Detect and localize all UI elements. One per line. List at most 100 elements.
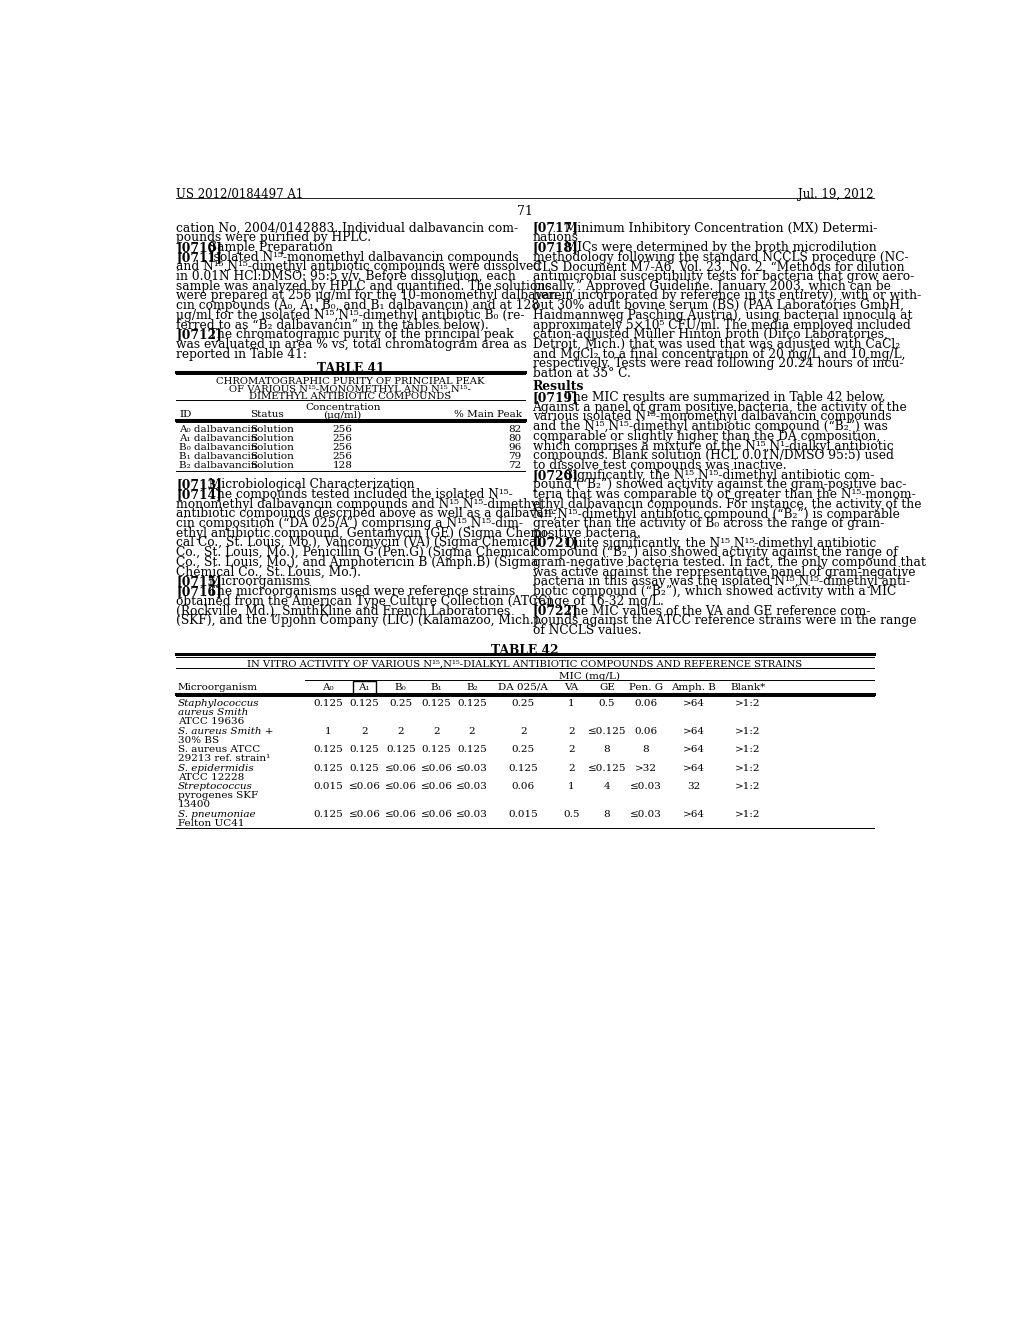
Text: 0.125: 0.125 (458, 746, 487, 754)
Text: Haidmannweg Pasching Austria), using bacterial innocula at: Haidmannweg Pasching Austria), using bac… (532, 309, 912, 322)
Text: ferred to as “B₂ dalbavancin” in the tables below).: ferred to as “B₂ dalbavancin” in the tab… (176, 318, 488, 331)
Text: 256: 256 (333, 453, 352, 462)
Text: B₁ dalbavancin: B₁ dalbavancin (179, 453, 258, 462)
Text: Co., St. Louis, Mo.), Penicillin G (Pen.G) (Sigma Chemical: Co., St. Louis, Mo.), Penicillin G (Pen.… (176, 546, 535, 560)
Text: 8: 8 (603, 810, 610, 818)
Text: ≤0.06: ≤0.06 (385, 783, 417, 791)
Text: methodology following the standard NCCLS procedure (NC-: methodology following the standard NCCLS… (532, 251, 908, 264)
Text: DIMETHYL ANTIBIOTIC COMPOUNDS: DIMETHYL ANTIBIOTIC COMPOUNDS (250, 392, 452, 401)
Text: 0.125: 0.125 (313, 810, 343, 818)
Text: S. epidermidis: S. epidermidis (177, 764, 253, 772)
Text: >64: >64 (683, 764, 705, 772)
Text: (Rockville, Md.), SmithKline and French Laboratories: (Rockville, Md.), SmithKline and French … (176, 605, 510, 618)
Text: 0.125: 0.125 (386, 746, 416, 754)
Text: 0.125: 0.125 (422, 700, 452, 708)
Text: cal Co., St. Louis, Mo.), Vancomycin (VA) (Sigma Chemical: cal Co., St. Louis, Mo.), Vancomycin (VA… (176, 536, 541, 549)
Text: Solution: Solution (250, 434, 294, 444)
Text: CLS Document M7-A6, Vol. 23, No. 2, “Methods for dilution: CLS Document M7-A6, Vol. 23, No. 2, “Met… (532, 260, 904, 273)
Text: of NCCLS values.: of NCCLS values. (532, 624, 641, 638)
Text: 0.125: 0.125 (349, 700, 379, 708)
Text: TABLE 42: TABLE 42 (492, 644, 558, 657)
Text: 79: 79 (509, 453, 521, 462)
Text: nations: nations (532, 231, 579, 244)
Text: positive bacteria.: positive bacteria. (532, 527, 640, 540)
Text: 0.06: 0.06 (512, 783, 535, 791)
Text: 0.125: 0.125 (313, 746, 343, 754)
Text: Isolated N¹⁵-monomethyl dalbavancin compounds: Isolated N¹⁵-monomethyl dalbavancin comp… (201, 251, 518, 264)
Text: and the N¹⁵,N¹⁵-dimethyl antibiotic compound (“B₂”) was: and the N¹⁵,N¹⁵-dimethyl antibiotic comp… (532, 420, 888, 433)
Text: ≤0.06: ≤0.06 (385, 764, 417, 772)
Text: sample was analyzed by HPLC and quantified. The solutions: sample was analyzed by HPLC and quantifi… (176, 280, 552, 293)
Text: greater than the activity of B₀ across the range of grain-: greater than the activity of B₀ across t… (532, 517, 884, 531)
Text: in 0.01N HCl:DMSO: 95:5 v/v. Before dissolution, each: in 0.01N HCl:DMSO: 95:5 v/v. Before diss… (176, 271, 516, 282)
Text: [0713]: [0713] (176, 478, 222, 491)
Text: >1:2: >1:2 (735, 746, 761, 754)
Text: 2: 2 (361, 727, 368, 735)
Text: (μg/ml): (μg/ml) (324, 411, 361, 420)
Text: 1: 1 (325, 727, 331, 735)
Text: 8: 8 (603, 746, 610, 754)
Text: ID: ID (179, 411, 191, 420)
Text: 0.25: 0.25 (512, 746, 535, 754)
Bar (352, 681, 376, 694)
Text: ≤0.06: ≤0.06 (421, 783, 453, 791)
Text: ≤0.06: ≤0.06 (421, 810, 453, 818)
Text: >32: >32 (635, 764, 656, 772)
Text: TABLE 41: TABLE 41 (316, 362, 384, 375)
Text: compound (“B₂”) also showed activity against the range of: compound (“B₂”) also showed activity aga… (532, 546, 897, 560)
Text: >64: >64 (683, 810, 705, 818)
Text: Felton UC41: Felton UC41 (177, 818, 244, 828)
Text: 0.125: 0.125 (422, 746, 452, 754)
Text: B₀ dalbavancin: B₀ dalbavancin (179, 444, 258, 453)
Text: obtained from the American Type Culture Collection (ATCC): obtained from the American Type Culture … (176, 595, 552, 607)
Text: A₁: A₁ (358, 682, 371, 692)
Text: 0.125: 0.125 (508, 764, 539, 772)
Text: 2: 2 (433, 727, 439, 735)
Text: Jul. 19, 2012: Jul. 19, 2012 (798, 187, 873, 201)
Text: 96: 96 (509, 444, 521, 453)
Text: and MgCl₂ to a final concentration of 20 mg/L and 10 mg/L,: and MgCl₂ to a final concentration of 20… (532, 347, 905, 360)
Text: US 2012/0184497 A1: US 2012/0184497 A1 (176, 187, 303, 201)
Text: out 30% adult bovine serum (BS) (PAA Laboratories GmbH,: out 30% adult bovine serum (BS) (PAA Lab… (532, 300, 903, 312)
Text: bation at 35° C.: bation at 35° C. (532, 367, 631, 380)
Text: B₁: B₁ (430, 682, 442, 692)
Text: A₀ dalbavancin: A₀ dalbavancin (179, 425, 257, 434)
Text: cation-adjusted Müller Hinton broth (Difco Laboratories,: cation-adjusted Müller Hinton broth (Dif… (532, 329, 888, 342)
Text: Staphylococcus: Staphylococcus (177, 700, 259, 708)
Text: herein incorporated by reference in its entirety), with or with-: herein incorporated by reference in its … (532, 289, 921, 302)
Text: 0.125: 0.125 (349, 746, 379, 754)
Text: was active against the representative panel of gram-negative: was active against the representative pa… (532, 566, 915, 578)
Text: Detroit, Mich.) that was used that was adjusted with CaCl₂: Detroit, Mich.) that was used that was a… (532, 338, 900, 351)
Text: Status: Status (250, 411, 284, 420)
Text: ethyl antibiotic compound, Gentamycin (GE) (Sigma Chemi-: ethyl antibiotic compound, Gentamycin (G… (176, 527, 551, 540)
Text: >1:2: >1:2 (735, 700, 761, 708)
Text: (SKF), and the Upjohn Company (LIC) (Kalamazoo, Mich.).: (SKF), and the Upjohn Company (LIC) (Kal… (176, 614, 543, 627)
Text: 0.125: 0.125 (313, 700, 343, 708)
Text: 0.25: 0.25 (512, 700, 535, 708)
Text: Against a panel of gram positive bacteria, the activity of the: Against a panel of gram positive bacteri… (532, 401, 907, 413)
Text: cin composition (“DA 025/A”) comprising a N¹⁵,N¹⁵-dim-: cin composition (“DA 025/A”) comprising … (176, 517, 523, 531)
Text: Solution: Solution (250, 444, 294, 453)
Text: ≤0.06: ≤0.06 (385, 810, 417, 818)
Text: Microorganisms: Microorganisms (201, 576, 310, 589)
Text: [0720]: [0720] (532, 469, 579, 482)
Text: [0712]: [0712] (176, 329, 222, 342)
Text: 2: 2 (397, 727, 404, 735)
Text: >64: >64 (683, 727, 705, 735)
Text: Pen. G: Pen. G (629, 682, 663, 692)
Text: Solution: Solution (250, 462, 294, 470)
Text: ≤0.03: ≤0.03 (456, 764, 488, 772)
Text: 71: 71 (517, 205, 532, 218)
Text: [0716]: [0716] (176, 585, 222, 598)
Text: DA 025/A: DA 025/A (499, 682, 548, 692)
Text: [0718]: [0718] (532, 242, 579, 253)
Text: Solution: Solution (250, 453, 294, 462)
Text: ≤0.03: ≤0.03 (456, 783, 488, 791)
Text: >1:2: >1:2 (735, 783, 761, 791)
Text: % Main Peak: % Main Peak (454, 411, 521, 420)
Text: MIC (mg/L): MIC (mg/L) (559, 672, 620, 681)
Text: >1:2: >1:2 (735, 764, 761, 772)
Text: Significantly, the N¹⁵,N¹⁵-dimethyl antibiotic com-: Significantly, the N¹⁵,N¹⁵-dimethyl anti… (557, 469, 874, 482)
Text: bically,” Approved Guideline. January 2003, which can be: bically,” Approved Guideline. January 20… (532, 280, 891, 293)
Text: [0711]: [0711] (176, 251, 222, 264)
